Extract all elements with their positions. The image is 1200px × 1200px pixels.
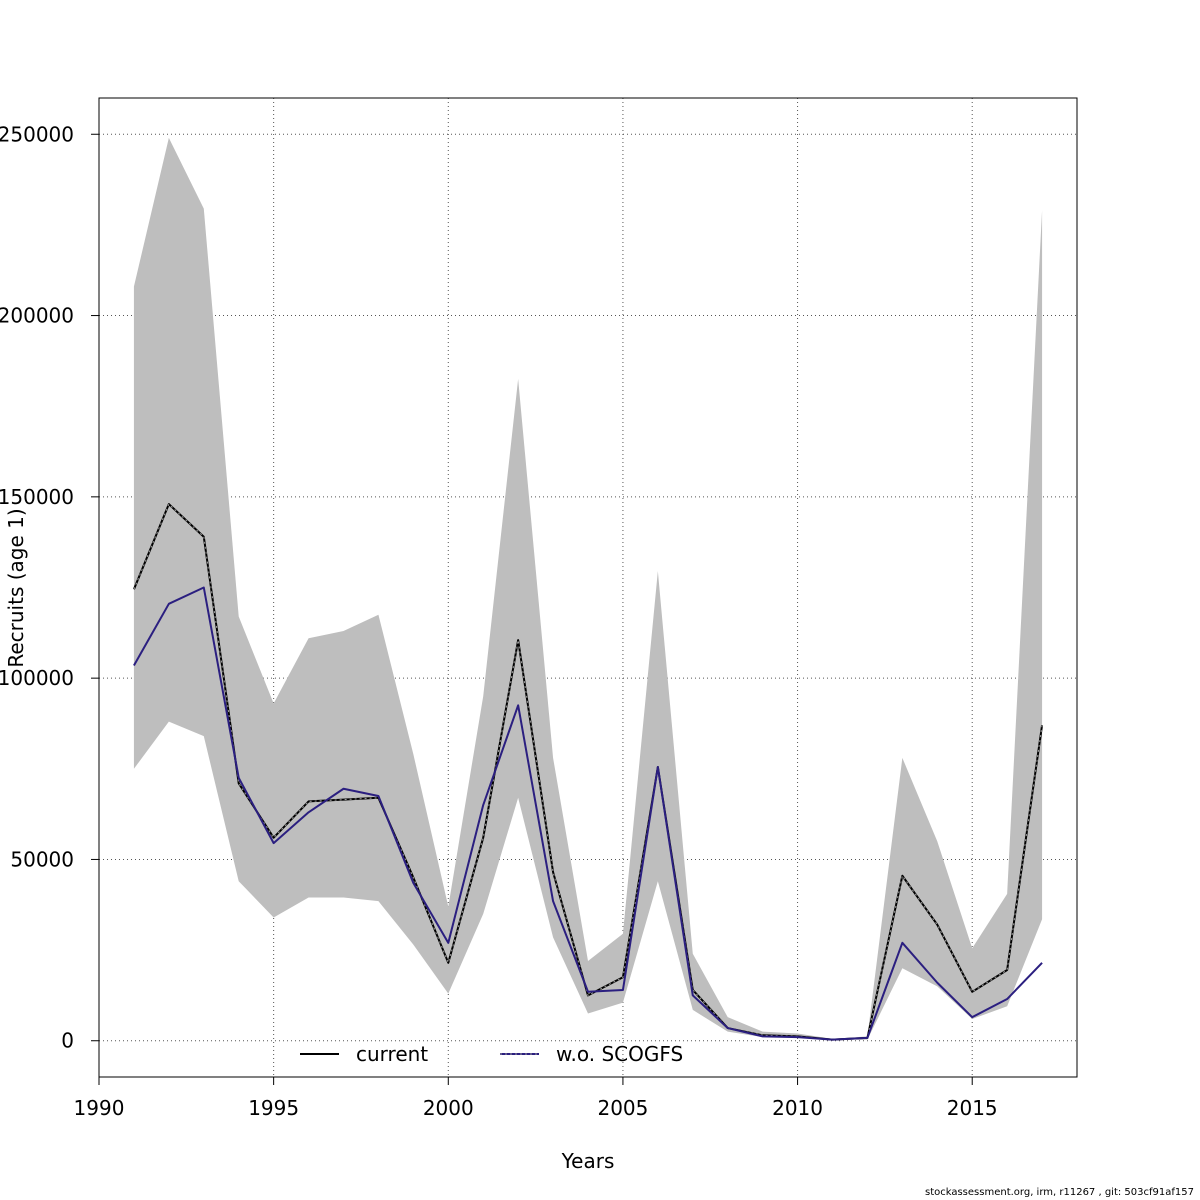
y-tick-label: 0 — [61, 1029, 74, 1053]
confidence-band-area — [133, 137, 1043, 1040]
x-tick-label: 2005 — [597, 1096, 648, 1120]
legend: current w.o. SCOGFS — [300, 1042, 683, 1066]
y-tick-label: 150000 — [0, 485, 74, 509]
y-axis-label: Recruits (age 1) — [4, 508, 28, 667]
legend-label-0: current — [356, 1042, 428, 1066]
x-tick-label: 2000 — [423, 1096, 474, 1120]
x-tick-label: 2015 — [947, 1096, 998, 1120]
x-tick-label: 1990 — [74, 1096, 125, 1120]
series-line-0-dash-overlay — [133, 503, 1043, 1041]
y-tick-label: 100000 — [0, 666, 74, 690]
y-tick-label: 50000 — [10, 847, 74, 871]
series-lines — [133, 503, 1044, 1041]
x-axis: 1990 1995 2000 2005 2010 2015 — [74, 1076, 998, 1120]
series-line-1 — [133, 586, 1043, 1041]
x-tick-label: 1995 — [248, 1096, 299, 1120]
footer-credit: stockassessment.org, irm, r11267 , git: … — [924, 1187, 1194, 1198]
y-axis: 0 50000 100000 150000 200000 250000 — [0, 122, 99, 1053]
confidence-band — [133, 137, 1043, 1040]
y-tick-label: 250000 — [0, 122, 74, 146]
x-tick-label: 2010 — [772, 1096, 823, 1120]
legend-label-1: w.o. SCOGFS — [556, 1042, 683, 1066]
x-axis-label: Years — [561, 1149, 615, 1173]
y-tick-label: 200000 — [0, 304, 74, 328]
grid-lines — [98, 98, 1077, 1077]
